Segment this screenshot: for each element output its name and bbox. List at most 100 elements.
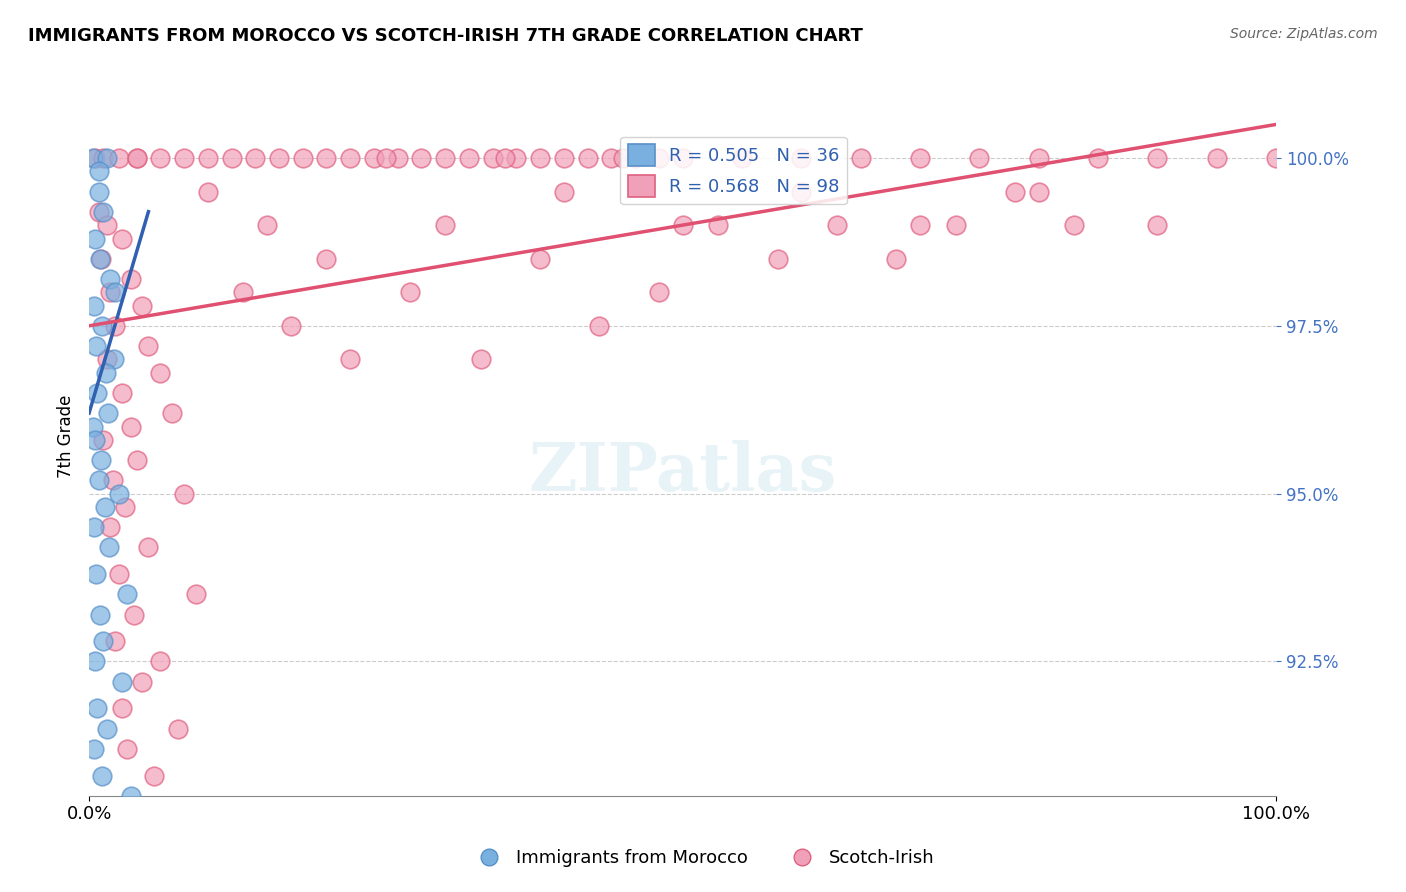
Point (1146, 218, 1168, 232)
Point (1028, 185, 1050, 199)
Point (111, 674, 134, 689)
Point (184, 587, 207, 601)
Point (553, 185, 575, 199)
Point (766, 252, 789, 266)
Point (115, 587, 138, 601)
Point (94, 366, 117, 380)
Point (470, 352, 492, 367)
Point (122, 607, 145, 622)
Point (945, 218, 967, 232)
Point (111, 231, 134, 245)
Point (374, 151, 396, 165)
Point (1205, 151, 1227, 165)
Point (138, 541, 160, 555)
Point (96, 151, 118, 165)
Point (173, 486, 195, 500)
Point (90, 453, 112, 467)
Point (315, 252, 337, 266)
Point (1063, 218, 1085, 232)
Point (707, 218, 730, 232)
Point (83, 520, 105, 534)
Point (245, 151, 267, 165)
Point (149, 655, 172, 669)
Point (103, 352, 125, 367)
Point (1087, 151, 1109, 165)
Point (648, 151, 671, 165)
Point (114, 500, 136, 514)
Point (84, 339, 107, 353)
Point (1028, 151, 1050, 165)
Point (96, 218, 118, 232)
Point (315, 151, 337, 165)
Point (398, 285, 420, 300)
Point (84, 433, 107, 447)
Point (197, 151, 219, 165)
Point (884, 252, 907, 266)
Point (97, 406, 120, 420)
Point (494, 151, 516, 165)
Point (100, 285, 122, 300)
Point (339, 352, 361, 367)
Point (131, 674, 153, 689)
Point (120, 272, 142, 286)
Point (849, 151, 872, 165)
Point (104, 285, 127, 300)
Point (411, 151, 433, 165)
Point (107, 486, 129, 500)
Point (125, 151, 148, 165)
Text: Source: ZipAtlas.com: Source: ZipAtlas.com (1230, 27, 1378, 41)
Point (91, 433, 114, 447)
Point (131, 299, 153, 313)
Point (120, 789, 142, 803)
Point (87, 473, 110, 487)
Point (256, 218, 278, 232)
Point (624, 151, 647, 165)
Point (529, 252, 551, 266)
Point (107, 567, 129, 582)
Point (825, 218, 848, 232)
Point (600, 151, 623, 165)
Point (908, 151, 931, 165)
Point (91, 318, 114, 333)
Point (167, 722, 190, 736)
Point (458, 151, 481, 165)
Point (612, 151, 634, 165)
Point (100, 272, 122, 286)
Point (84, 655, 107, 669)
Point (82, 419, 104, 434)
Point (93, 500, 115, 514)
Point (149, 151, 172, 165)
Text: IMMIGRANTS FROM MOROCCO VS SCOTCH-IRISH 7TH GRADE CORRELATION CHART: IMMIGRANTS FROM MOROCCO VS SCOTCH-IRISH … (28, 27, 863, 45)
Point (1146, 151, 1168, 165)
Point (280, 318, 302, 333)
Point (115, 741, 138, 756)
Point (671, 218, 693, 232)
Point (87, 185, 110, 199)
Point (87, 164, 110, 178)
Point (197, 185, 219, 199)
Point (648, 285, 671, 300)
Point (790, 151, 813, 165)
Point (434, 151, 457, 165)
Point (387, 151, 409, 165)
Point (969, 151, 991, 165)
Point (96, 352, 118, 367)
Point (434, 218, 457, 232)
Point (505, 151, 527, 165)
Point (160, 406, 183, 420)
Point (111, 386, 134, 401)
Point (91, 769, 114, 783)
Point (98, 541, 121, 555)
Point (143, 769, 166, 783)
Point (87, 204, 110, 219)
Point (339, 151, 361, 165)
Point (173, 151, 195, 165)
Point (96, 722, 118, 736)
Point (363, 151, 385, 165)
Point (104, 634, 127, 648)
Point (101, 473, 124, 487)
Y-axis label: 7th Grade: 7th Grade (58, 395, 75, 478)
Point (111, 701, 134, 715)
Point (1265, 151, 1288, 165)
Point (138, 339, 160, 353)
